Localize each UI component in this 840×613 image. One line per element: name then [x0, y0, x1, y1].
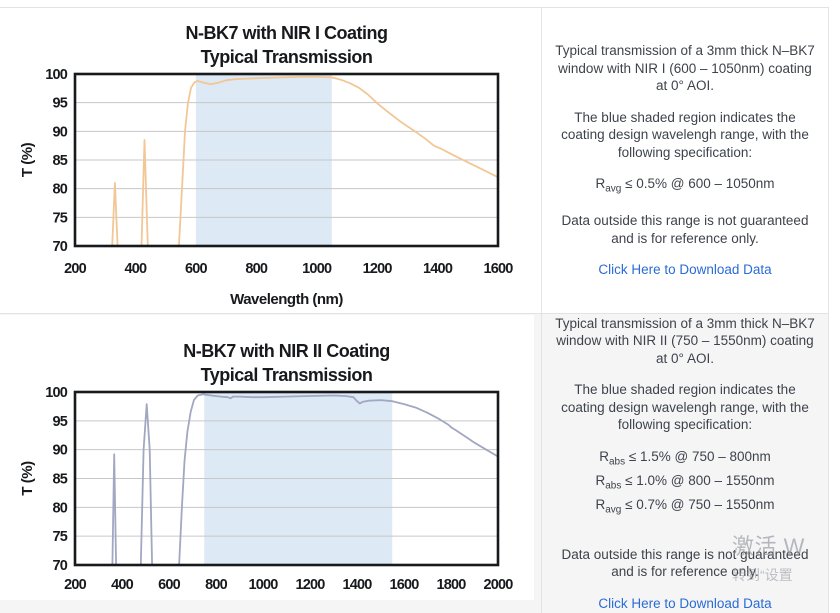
x-tick-label: 1000 — [248, 577, 278, 593]
description-text: Typical transmission of a 3mm thick N–BK… — [555, 43, 815, 94]
spec-table: N-BK7 with NIR I Coating Typical Transmis… — [0, 7, 829, 613]
chart-cell-nir2: N-BK7 with NIR II Coating Typical Transmi… — [0, 314, 542, 613]
x-tick-label: 200 — [64, 577, 87, 593]
info-cell-nir1: Typical transmission of a 3mm thick N–BK… — [542, 8, 828, 313]
x-tick-label: 1800 — [436, 577, 466, 593]
download-data-link[interactable]: Click Here to Download Data — [598, 262, 772, 278]
chart-image-nir2: N-BK7 with NIR II Coating Typical Transmi… — [0, 315, 534, 600]
y-axis-label: T (%) — [19, 461, 36, 496]
x-tick-label: 200 — [64, 261, 87, 277]
y-tick-label: 95 — [52, 96, 67, 112]
chart-cell-nir1: N-BK7 with NIR I Coating Typical Transmis… — [0, 8, 542, 313]
y-tick-label: 85 — [52, 153, 67, 169]
x-tick-label: 2000 — [483, 577, 513, 593]
y-tick-label: 95 — [52, 414, 67, 430]
plot-border — [73, 390, 500, 567]
shaded-region-text: The blue shaded region indicates the coa… — [561, 382, 809, 433]
spec-line: Rabs ≤ 1.5% @ 750 – 800nm — [599, 448, 771, 468]
spec-list: Rabs ≤ 1.5% @ 750 – 800nm Rabs ≤ 1.0% @ 8… — [555, 448, 815, 520]
y-tick-label: 70 — [52, 239, 67, 255]
x-tick-label: 1400 — [342, 577, 372, 593]
table-row: N-BK7 with NIR I Coating Typical Transmis… — [0, 8, 828, 314]
download-data-link[interactable]: Click Here to Download Data — [598, 595, 772, 611]
chart-title: N-BK7 with NIR II Coating — [183, 341, 390, 361]
x-tick-label: 400 — [125, 261, 148, 277]
y-tick-label: 90 — [52, 443, 67, 459]
x-axis-label: Wavelength (nm) — [230, 291, 343, 308]
y-tick-label: 100 — [45, 67, 68, 83]
y-tick-label: 80 — [52, 500, 67, 516]
x-tick-label: 1000 — [302, 261, 332, 277]
transmission-chart-nir1: N-BK7 with NIR I Coating Typical Transmis… — [19, 23, 514, 308]
x-tick-label: 1600 — [483, 261, 513, 277]
spec-line: Ravg ≤ 0.7% @ 750 – 1550nm — [595, 497, 775, 517]
shaded-region-text: The blue shaded region indicates the coa… — [561, 109, 809, 160]
y-tick-label: 70 — [52, 558, 67, 574]
x-tick-label: 600 — [158, 577, 181, 593]
y-tick-label: 90 — [52, 124, 67, 140]
spec-line: Rabs ≤ 1.0% @ 800 – 1550nm — [595, 473, 775, 492]
transmission-curve — [111, 76, 498, 246]
x-tick-label: 1200 — [363, 261, 393, 277]
chart-title: N-BK7 with NIR I Coating — [186, 23, 388, 43]
disclaimer-text: Data outside this range is not guarantee… — [561, 213, 809, 246]
x-tick-label: 400 — [111, 577, 134, 593]
transmission-curve — [111, 393, 498, 565]
y-tick-label: 100 — [45, 385, 68, 401]
chart-image-nir1: N-BK7 with NIR I Coating Typical Transmis… — [0, 9, 534, 312]
chart-title: Typical Transmission — [201, 365, 373, 385]
x-tick-label: 600 — [185, 261, 208, 277]
x-tick-label: 800 — [245, 261, 268, 277]
disclaimer-text: Data outside this range is not guarantee… — [561, 546, 809, 580]
chart-title: Typical Transmission — [201, 47, 373, 67]
x-tick-label: 1200 — [295, 577, 325, 593]
y-tick-label: 85 — [52, 472, 67, 488]
spec-list: Ravg ≤ 0.5% @ 600 – 1050nm — [555, 175, 815, 198]
y-tick-label: 80 — [52, 182, 67, 198]
plot-border — [73, 72, 500, 248]
y-axis-label: T (%) — [19, 142, 36, 177]
spec-line: Ravg ≤ 0.5% @ 600 – 1050nm — [595, 176, 775, 195]
y-tick-label: 75 — [52, 210, 67, 226]
transmission-chart-nir2: N-BK7 with NIR II Coating Typical Transmi… — [19, 341, 514, 593]
table-row: N-BK7 with NIR II Coating Typical Transmi… — [0, 314, 828, 613]
x-tick-label: 1600 — [389, 577, 419, 593]
x-tick-label: 1400 — [423, 261, 453, 277]
y-tick-label: 75 — [52, 529, 67, 545]
x-tick-label: 800 — [205, 577, 228, 593]
info-cell-nir2: Typical transmission of a 3mm thick N–BK… — [542, 314, 828, 613]
description-text: Typical transmission of a 3mm thick N–BK… — [555, 315, 815, 366]
